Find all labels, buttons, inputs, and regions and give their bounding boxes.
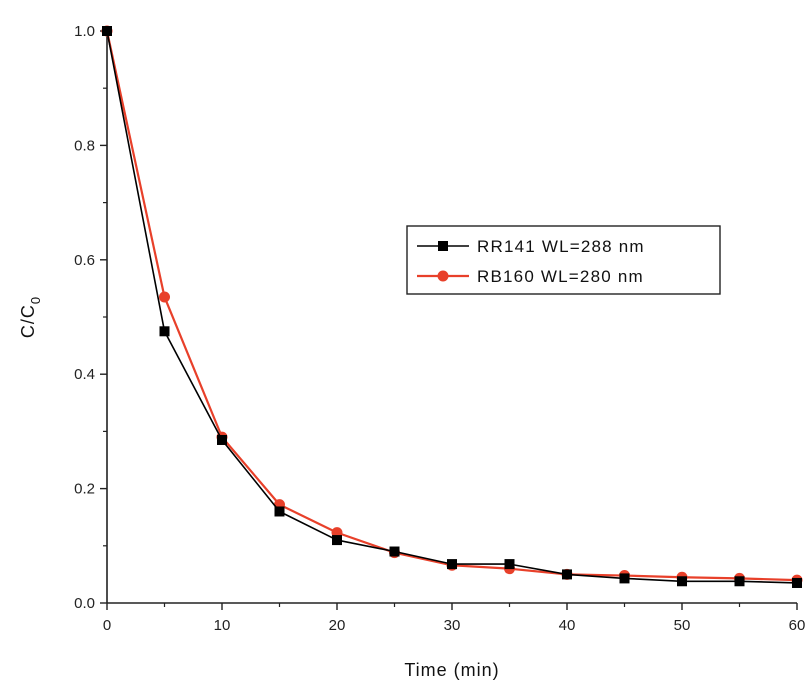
legend-marker-circle (437, 270, 449, 282)
y-axis-title-subscript: 0 (28, 296, 43, 304)
legend-marker-square (438, 241, 448, 251)
x-tick-label: 60 (789, 617, 806, 634)
data-point-square (389, 546, 400, 557)
x-tick-label: 40 (559, 617, 576, 634)
x-axis-title: Time (min) (404, 660, 499, 680)
data-point-square (217, 434, 227, 445)
y-axis-title-main: C/C (18, 304, 38, 338)
y-tick-label: 0.0 (74, 595, 95, 612)
y-tick-label: 1.0 (74, 23, 95, 40)
data-point-square (274, 506, 285, 517)
data-point-square (792, 577, 802, 588)
data-series (101, 25, 803, 588)
y-tick-label: 0.2 (74, 481, 95, 498)
legend-label: RB160 WL=280 nm (477, 267, 644, 286)
data-point-square (504, 559, 515, 570)
y-tick-label: 0.6 (74, 252, 95, 269)
data-point-square (332, 535, 342, 546)
x-tick-label: 20 (329, 617, 346, 634)
data-point-square (159, 326, 170, 337)
legend: RR141 WL=288 nm RB160 WL=280 nm (406, 225, 721, 295)
x-tick-label: 10 (214, 617, 231, 634)
x-tick-label: 50 (674, 617, 691, 634)
data-point-square (734, 576, 745, 587)
y-axis-title: C/C0 (18, 296, 43, 338)
series-line (106, 30, 798, 584)
data-point-square (102, 26, 112, 36)
y-tick-label: 0.8 (74, 137, 95, 154)
y-tick-label: 0.4 (74, 366, 95, 383)
legend-label: RR141 WL=288 nm (477, 237, 645, 256)
data-point-square (677, 576, 687, 587)
data-point-circle (159, 291, 170, 303)
legend-box (406, 225, 721, 295)
x-tick-label: 0 (103, 617, 111, 634)
data-point-square (447, 559, 457, 570)
data-point-square (562, 569, 572, 580)
data-point-square (619, 573, 630, 584)
axes (106, 31, 797, 604)
ticks: 0 10 20 30 40 50 60 0.0 0.2 0.4 0.6 0.8 1.0 (74, 23, 805, 634)
series-line (105, 30, 798, 582)
x-tick-label: 30 (444, 617, 461, 634)
